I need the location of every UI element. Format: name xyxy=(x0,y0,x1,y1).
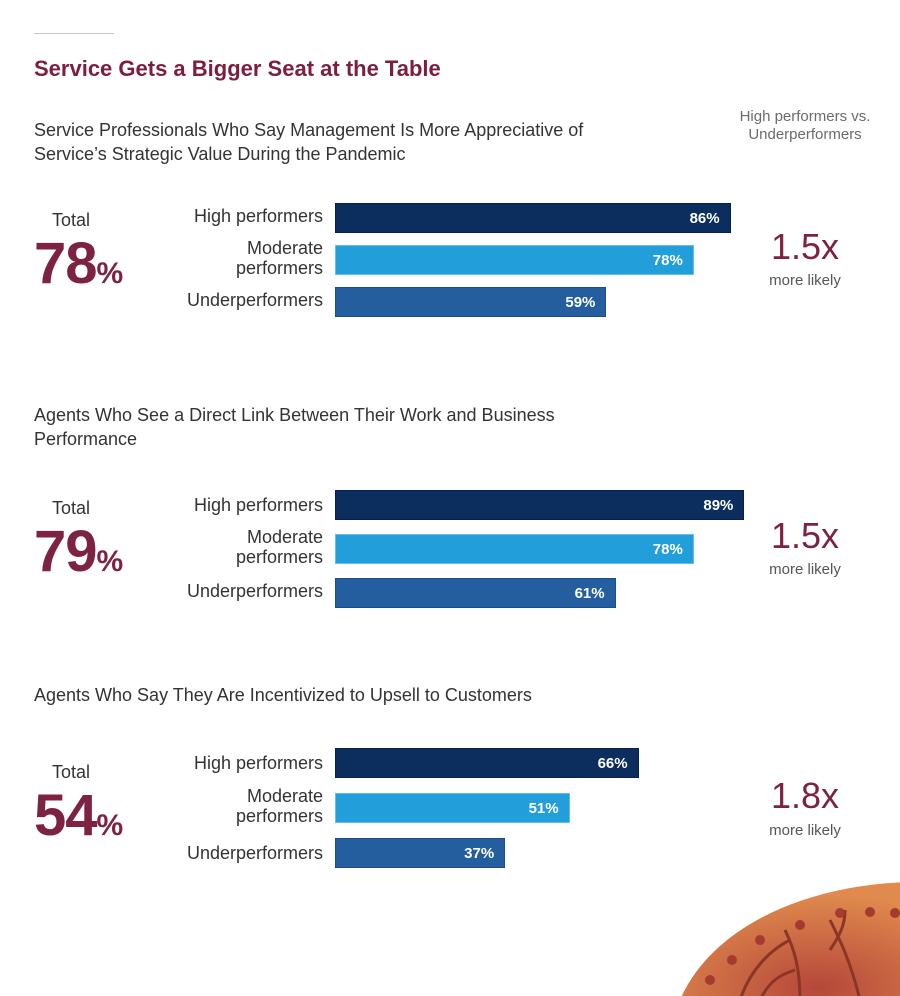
category-label-underperformers: Underperformers xyxy=(186,843,323,863)
category-label-high-performers: High performers xyxy=(193,753,323,773)
comparison-subtext: more likely xyxy=(769,822,841,839)
total-number: 79 xyxy=(34,519,98,584)
category-label-moderate-performers: Moderate performers xyxy=(235,786,323,826)
bar-value-label: 78% xyxy=(652,252,683,269)
bar-underperformers: 37% xyxy=(335,838,506,868)
comparison-ratio: 1.5x xyxy=(770,226,840,267)
percent-sign: % xyxy=(96,545,124,578)
bar-value-label: 61% xyxy=(574,585,605,602)
bar-moderate-performers: 51% xyxy=(335,793,570,823)
bar-moderate-performers: 78% xyxy=(335,245,694,275)
category-label-high-performers: High performers xyxy=(193,495,323,515)
chart-title: Service Professionals Who Say Management… xyxy=(34,120,584,164)
total-label: Total xyxy=(51,498,91,518)
bar-high-performers: 89% xyxy=(335,490,745,520)
bar-underperformers: 59% xyxy=(335,287,607,317)
percent-sign: % xyxy=(96,257,124,290)
comparison-ratio: 1.5x xyxy=(770,515,840,556)
bar-value-label: 37% xyxy=(464,845,495,862)
percent-sign: % xyxy=(96,809,124,842)
comparison-subtext: more likely xyxy=(769,561,841,578)
category-label-underperformers: Underperformers xyxy=(186,290,323,310)
bar-value-label: 86% xyxy=(689,210,720,227)
page-title: Service Gets a Bigger Seat at the Table xyxy=(34,56,441,81)
divider xyxy=(34,33,114,34)
comparison-ratio: 1.8x xyxy=(770,775,840,816)
total-value: 78% xyxy=(34,230,124,297)
total-label: Total xyxy=(51,210,91,230)
bar-value-label: 89% xyxy=(703,497,734,514)
comparison-subtext: more likely xyxy=(769,272,841,289)
bar-value-label: 51% xyxy=(528,800,559,817)
category-label-moderate-performers: Moderate performers xyxy=(235,238,323,278)
bar-high-performers: 86% xyxy=(335,203,731,233)
bar-value-label: 78% xyxy=(652,541,683,558)
bar-underperformers: 61% xyxy=(335,578,616,608)
category-label-moderate-performers: Moderate performers xyxy=(235,527,323,567)
category-label-underperformers: Underperformers xyxy=(186,581,323,601)
tree-illustration xyxy=(681,882,900,996)
chart-title: Agents Who Say They Are Incentivized to … xyxy=(34,685,532,705)
category-label-high-performers: High performers xyxy=(193,206,323,226)
total-label: Total xyxy=(51,762,91,782)
total-number: 78 xyxy=(34,231,98,296)
column-header: High performers vs. Underperformers xyxy=(739,108,871,143)
total-value: 79% xyxy=(34,518,124,585)
bar-value-label: 66% xyxy=(597,755,628,772)
chart-title: Agents Who See a Direct Link Between The… xyxy=(34,405,555,449)
bar-value-label: 59% xyxy=(565,294,596,311)
total-number: 54 xyxy=(34,783,98,848)
total-value: 54% xyxy=(34,782,124,849)
bar-moderate-performers: 78% xyxy=(335,534,694,564)
bar-high-performers: 66% xyxy=(335,748,639,778)
